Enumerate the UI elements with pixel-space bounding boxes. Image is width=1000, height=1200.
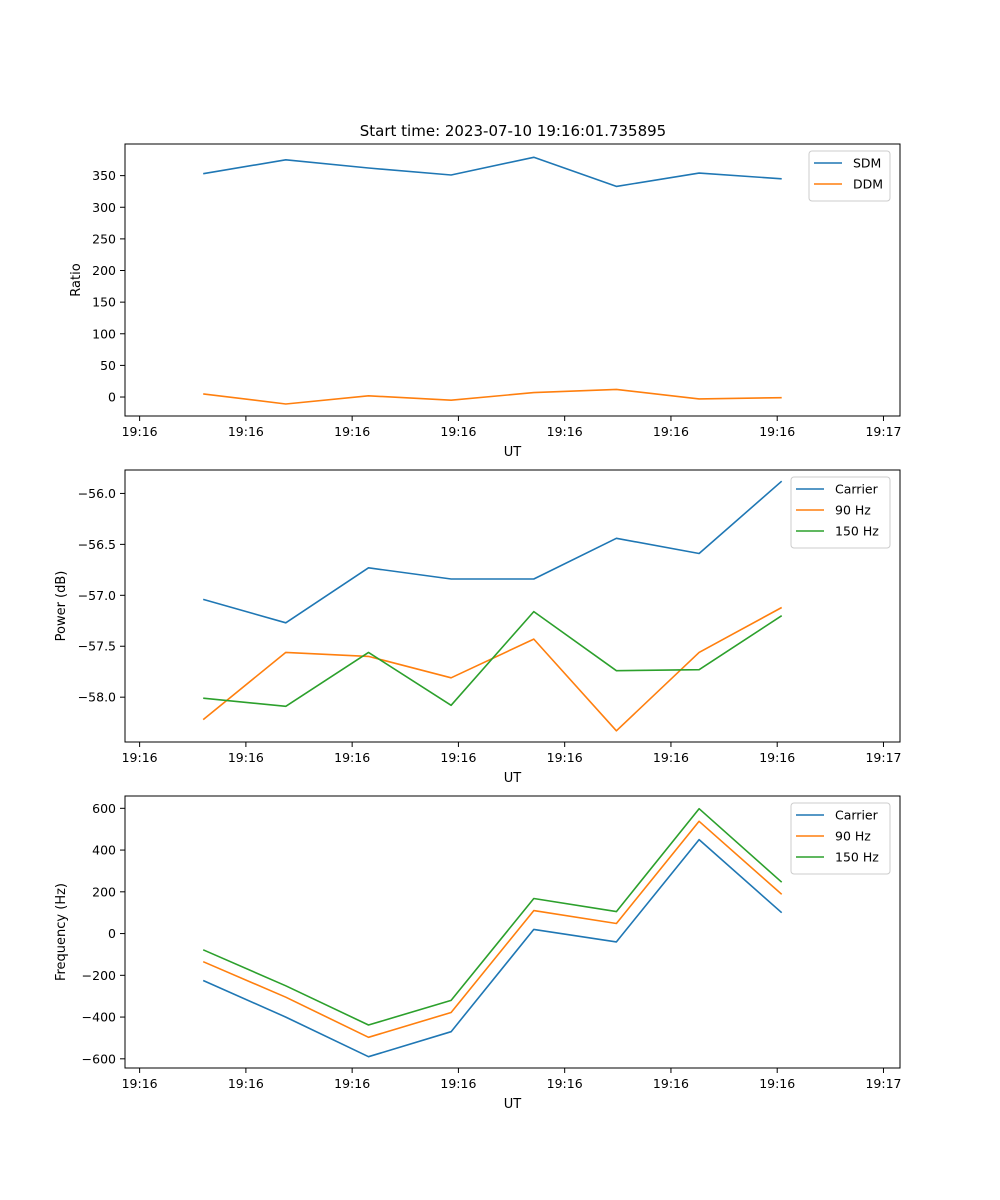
y-tick-label: 50 — [100, 358, 116, 373]
y-tick-label: −57.5 — [78, 639, 116, 654]
x-axis-label: UT — [504, 771, 522, 786]
y-tick-label: −56.5 — [78, 537, 116, 552]
x-tick-label: 19:16 — [228, 750, 264, 765]
x-tick-label: 19:16 — [440, 424, 476, 439]
y-axis-label: Frequency (Hz) — [54, 883, 69, 981]
legend-label: 90 Hz — [835, 829, 871, 844]
x-tick-label: 19:16 — [653, 424, 689, 439]
y-tick-label: 150 — [92, 295, 116, 310]
x-tick-label: 19:16 — [547, 1076, 583, 1091]
legend-label: Carrier — [835, 808, 879, 823]
legend-label: SDM — [853, 156, 881, 171]
y-axis-label: Power (dB) — [54, 571, 69, 642]
y-tick-label: −200 — [82, 968, 116, 983]
axes-frame — [124, 143, 901, 417]
legend: SDM DDM — [808, 150, 891, 202]
axes-frame — [124, 795, 901, 1069]
y-tick-label: 200 — [92, 263, 116, 278]
plots: 19:16 19:16 19:16 19:16 19:16 19:16 19:16 19:17… — [54, 143, 901, 1112]
x-tick-label: 19:16 — [653, 1076, 689, 1091]
y-tick-label: −57.0 — [78, 588, 116, 603]
x-tick-label: 19:16 — [653, 750, 689, 765]
legend-label: Carrier — [835, 482, 879, 497]
x-axis-label: UT — [504, 445, 522, 460]
x-tick-label: 19:16 — [334, 424, 370, 439]
series-line-sdm — [203, 156, 782, 188]
y-axis-label: Ratio — [69, 263, 84, 296]
x-tick-label: 19:16 — [334, 750, 370, 765]
x-tick-label: 19:17 — [865, 750, 901, 765]
series-line-150-hz — [203, 610, 783, 708]
x-tick-label: 19:16 — [759, 424, 795, 439]
legend: Carrier 90 Hz 150 Hz — [790, 476, 891, 549]
x-tick-label: 19:16 — [122, 424, 158, 439]
x-axis-label: UT — [504, 1097, 522, 1112]
series-line-carrier — [202, 480, 783, 624]
y-tick-label: −400 — [82, 1010, 116, 1025]
legend-label: 150 Hz — [835, 524, 879, 539]
y-tick-label: 400 — [92, 843, 116, 858]
legend-label: DDM — [853, 177, 883, 192]
x-tick-label: 19:16 — [440, 750, 476, 765]
chart-title: Start time: 2023-07-10 19:16:01.735895 — [360, 122, 666, 140]
x-tick-label: 19:17 — [865, 424, 901, 439]
x-tick-label: 19:16 — [228, 1076, 264, 1091]
series-line-carrier — [202, 838, 783, 1058]
y-tick-label: −600 — [82, 1051, 116, 1066]
legend-label: 150 Hz — [835, 850, 879, 865]
y-tick-label: 100 — [92, 326, 116, 341]
legend: Carrier 90 Hz 150 Hz — [790, 802, 891, 875]
series-line-90-hz — [202, 820, 783, 1039]
x-tick-label: 19:16 — [228, 424, 264, 439]
y-tick-label: 0 — [108, 926, 116, 941]
x-tick-label: 19:16 — [334, 1076, 370, 1091]
axes-frame — [124, 469, 901, 743]
panel-2: 19:16 19:16 19:16 19:16 19:16 19:16 19:16 19:17… — [54, 469, 901, 786]
y-tick-label: 600 — [92, 801, 116, 816]
y-tick-label: 300 — [92, 200, 116, 215]
x-tick-label: 19:16 — [759, 1076, 795, 1091]
y-tick-label: 350 — [92, 168, 116, 183]
y-tick-label: 0 — [108, 390, 116, 405]
y-tick-label: −56.0 — [78, 486, 116, 501]
x-tick-label: 19:16 — [122, 750, 158, 765]
x-tick-label: 19:16 — [440, 1076, 476, 1091]
x-tick-label: 19:17 — [865, 1076, 901, 1091]
x-tick-label: 19:16 — [547, 750, 583, 765]
panel-1: 19:16 19:16 19:16 19:16 19:16 19:16 19:16 19:17… — [69, 143, 901, 460]
series-line-ddm — [203, 388, 782, 405]
y-tick-label: −58.0 — [78, 690, 116, 705]
x-tick-label: 19:16 — [122, 1076, 158, 1091]
y-tick-label: 250 — [92, 231, 116, 246]
y-tick-label: 200 — [92, 884, 116, 899]
panel-3: 19:16 19:16 19:16 19:16 19:16 19:16 19:16 19:17… — [54, 795, 901, 1112]
x-tick-label: 19:16 — [759, 750, 795, 765]
x-tick-label: 19:16 — [547, 424, 583, 439]
series-line-150-hz — [202, 807, 783, 1026]
legend-label: 90 Hz — [835, 503, 871, 518]
